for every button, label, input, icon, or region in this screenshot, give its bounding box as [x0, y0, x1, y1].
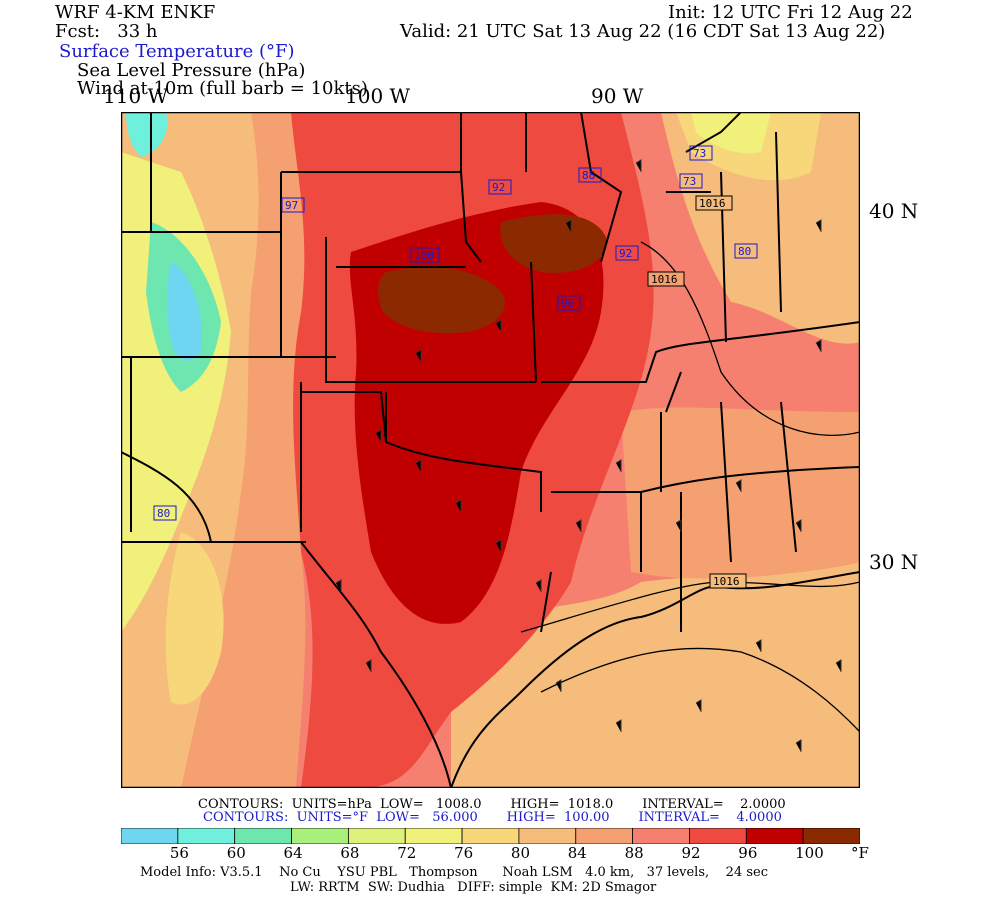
- colorbar-swatch: [518, 828, 577, 844]
- colorbar-swatch: [234, 828, 292, 844]
- colorbar-tick-label: 60: [226, 844, 246, 862]
- temp-label-73-b: 73: [679, 173, 703, 189]
- svg-text:80: 80: [157, 507, 170, 520]
- temp-label-80-sw: 80: [153, 505, 177, 521]
- temp-label-97: 97: [281, 197, 305, 213]
- colorbar-tick-label: 100: [795, 844, 824, 862]
- svg-text:92: 92: [619, 247, 632, 260]
- svg-text:97: 97: [285, 199, 298, 212]
- gulf-coastline: [450, 571, 860, 788]
- svg-text:92: 92: [492, 181, 505, 194]
- colorbar-tick-label: 92: [681, 844, 701, 862]
- colorbar-tick-label: 68: [340, 844, 360, 862]
- isobar-1016-east: [640, 241, 860, 437]
- colorbar-swatch: [689, 828, 747, 844]
- temp-label-92-a: 92: [488, 179, 512, 195]
- colorbar-tick-label: 76: [454, 844, 474, 862]
- colorbar-swatch: [121, 828, 179, 844]
- svg-text:88: 88: [582, 169, 595, 182]
- colorbar-swatch: [745, 828, 804, 844]
- colorbar-tick-label: 64: [283, 844, 303, 862]
- map-frame: [121, 112, 860, 788]
- init-time: Init: 12 UTC Fri 12 Aug 22: [668, 2, 913, 23]
- temp-label-88: 88: [578, 167, 602, 183]
- model-title: WRF 4-KM ENKF: [55, 2, 216, 23]
- colorbar-swatch: [347, 828, 406, 844]
- colorbar-tick-label: 84: [567, 844, 587, 862]
- svg-text:73: 73: [683, 175, 696, 188]
- colorbar-swatch: [802, 828, 860, 844]
- wind-barbs: [335, 159, 842, 752]
- temp-band-72-ne: [691, 112, 771, 154]
- lon-label-90w: 90 W: [591, 84, 644, 108]
- field-pressure: Sea Level Pressure (hPa): [77, 60, 306, 81]
- svg-text:1016: 1016: [651, 273, 678, 286]
- temp-label-80: 80: [734, 243, 758, 259]
- temp-label-92-b: 92: [615, 245, 639, 261]
- valid-time: Valid: 21 UTC Sat 13 Aug 22 (16 CDT Sat …: [400, 21, 886, 42]
- temp-band-100: [378, 267, 505, 334]
- colorbar-swatch: [291, 828, 349, 844]
- temperature-contour-info: CONTOURS: UNITS=°F LOW= 56.000 HIGH= 100…: [203, 810, 782, 825]
- colorbar-tick-label: 80: [510, 844, 531, 862]
- colorbar-tick-label: 56: [169, 844, 189, 862]
- temp-band-100-b: [500, 214, 607, 273]
- lat-label-40n: 40 N: [869, 199, 919, 223]
- model-info: Model Info: V3.5.1 No Cu YSU PBL Thompso…: [140, 865, 768, 880]
- temp-band-80-gulf: [451, 562, 860, 788]
- field-wind: Wind at 10m (full barb = 10kts): [77, 78, 368, 99]
- colorbar-swatch: [177, 828, 236, 844]
- physics-info: LW: RRTM SW: Dudhia DIFF: simple KM: 2D …: [290, 880, 657, 895]
- temp-band-60-nw: [126, 112, 168, 157]
- colorbar-swatch: [575, 828, 634, 844]
- temperature-map: 92 88 73 73 97 100 92 80 96 80 1016 1016…: [121, 112, 860, 788]
- svg-text:1016: 1016: [699, 197, 726, 210]
- lon-label-110w: 110 W: [103, 84, 169, 108]
- temp-band-56-west: [167, 262, 202, 361]
- temperature-colorbar: [121, 828, 860, 844]
- svg-text:73: 73: [693, 147, 706, 160]
- isobar-1014-gulf: [540, 647, 860, 733]
- colorbar-tick-label: 96: [738, 844, 758, 862]
- temp-band-84-se: [621, 407, 860, 579]
- state-borders: [121, 112, 860, 788]
- temp-label-100: 100: [410, 247, 440, 263]
- pressure-label-1016-c: 1016: [709, 573, 747, 589]
- svg-text:100: 100: [414, 249, 434, 262]
- lat-label-30n: 30 N: [869, 550, 919, 574]
- colorbar-tick-label: 88: [624, 844, 644, 862]
- lon-label-100w: 100 W: [345, 84, 411, 108]
- svg-text:96: 96: [561, 297, 574, 310]
- colorbar-swatch: [632, 828, 690, 844]
- field-temperature: Surface Temperature (°F): [59, 41, 295, 62]
- colorbar-swatch: [404, 828, 463, 844]
- temp-band-76-sw: [165, 532, 224, 705]
- temp-label-96: 96: [557, 295, 581, 311]
- forecast-hour: Fcst: 33 h: [55, 21, 158, 42]
- pressure-label-1016-a: 1016: [695, 195, 733, 211]
- svg-text:1016: 1016: [713, 575, 740, 588]
- colorbar-unit: °F: [851, 844, 869, 862]
- colorbar-tick-label: 72: [397, 844, 417, 862]
- pressure-contour-info: CONTOURS: UNITS=hPa LOW= 1008.0 HIGH= 10…: [198, 797, 786, 812]
- svg-text:80: 80: [738, 245, 751, 258]
- pressure-label-1016-b: 1016: [647, 271, 685, 287]
- colorbar-swatch: [461, 828, 520, 844]
- temp-label-73-a: 73: [689, 145, 713, 161]
